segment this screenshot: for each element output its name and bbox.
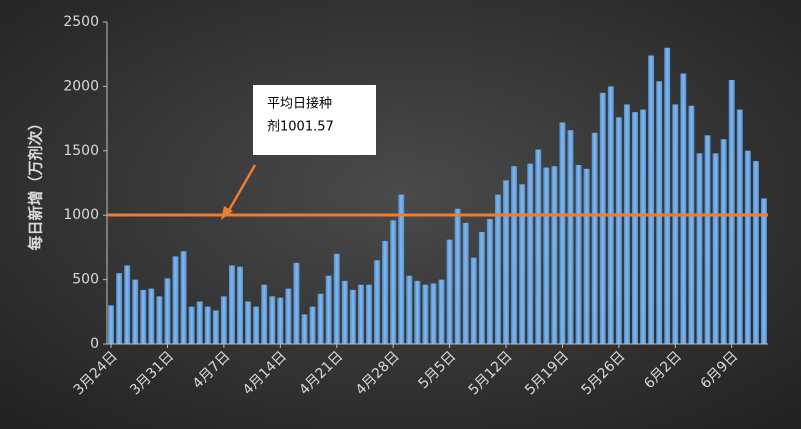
bar (357, 284, 364, 344)
bar (220, 296, 227, 344)
bar (728, 79, 735, 345)
bar (148, 288, 155, 344)
bar (325, 275, 332, 344)
y-tick-label: 1500 (63, 143, 99, 159)
y-tick-label: 2000 (63, 78, 99, 94)
bar (406, 275, 413, 344)
bar (543, 167, 550, 344)
bar (196, 301, 203, 344)
bar (172, 256, 179, 344)
bar (519, 184, 526, 344)
bar (140, 289, 147, 344)
bar (744, 150, 751, 344)
bar (511, 166, 518, 344)
arrow-head (221, 206, 233, 220)
bar (390, 220, 397, 344)
bar (736, 109, 743, 344)
bar (575, 164, 582, 344)
bar (132, 279, 139, 344)
y-axis-label: 每日新增（万剂次） (27, 115, 45, 250)
bar (438, 279, 445, 344)
bar (301, 314, 308, 344)
bar (293, 262, 300, 344)
bar (228, 265, 235, 344)
bar (108, 305, 115, 344)
bar (704, 135, 711, 344)
bar (333, 253, 340, 344)
annotation-text: 剂1001.57 (267, 120, 334, 135)
bar (591, 132, 598, 344)
bar (285, 288, 292, 344)
bar (124, 265, 131, 344)
bar (462, 222, 469, 344)
bar (535, 149, 542, 344)
bar (470, 257, 477, 344)
bar (632, 112, 638, 344)
y-tick-label: 1000 (63, 207, 99, 223)
bar (478, 231, 485, 344)
bar (116, 273, 123, 344)
bar (245, 301, 252, 344)
bar (583, 168, 590, 344)
bar (672, 104, 679, 344)
bar (454, 208, 461, 344)
bar (712, 153, 719, 344)
bar (752, 161, 759, 344)
bar (212, 310, 219, 344)
y-tick-label: 500 (72, 272, 99, 288)
bar (253, 306, 260, 344)
bar (559, 122, 566, 345)
bar (648, 55, 655, 344)
bar (640, 109, 647, 344)
bar (527, 163, 534, 344)
y-tick-label: 0 (90, 336, 99, 352)
bar (188, 306, 195, 344)
bar (688, 105, 695, 344)
bar (317, 293, 324, 344)
bar (720, 139, 727, 344)
bar (430, 283, 437, 344)
bar (599, 92, 606, 344)
bar (414, 280, 421, 344)
bar (382, 240, 389, 344)
bar (567, 130, 574, 344)
bar (374, 260, 381, 344)
bar (269, 296, 276, 344)
bar (494, 194, 501, 344)
bar (349, 289, 356, 344)
bar (398, 194, 405, 344)
bar (204, 306, 211, 344)
bar (309, 306, 316, 344)
bar (503, 180, 510, 344)
bar (365, 284, 372, 344)
bar (656, 81, 663, 345)
bar (696, 153, 703, 344)
annotation-arrow (226, 164, 257, 213)
annotation-box (253, 85, 376, 155)
bar (164, 278, 171, 344)
bar (623, 104, 630, 344)
bar (237, 266, 243, 344)
bar (180, 251, 187, 344)
bar (551, 166, 558, 344)
bar (680, 73, 687, 345)
bar (760, 198, 767, 344)
bar (277, 297, 284, 344)
bar (156, 296, 163, 344)
annotation-text: 平均日接种 (267, 96, 332, 112)
bar (664, 47, 671, 344)
bar (261, 284, 268, 344)
bar (446, 239, 453, 344)
bar (422, 284, 429, 344)
y-tick-label: 2500 (63, 14, 99, 30)
bar (486, 219, 493, 344)
bar (615, 117, 622, 344)
bar (341, 280, 348, 344)
